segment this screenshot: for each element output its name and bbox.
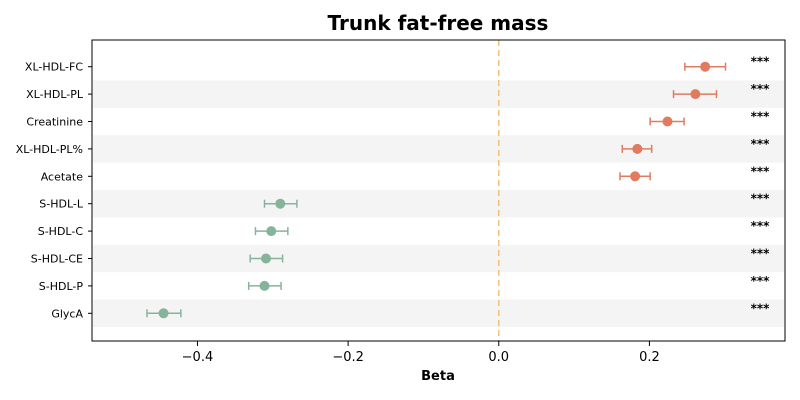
row-stripes bbox=[93, 80, 784, 327]
significance-label: *** bbox=[751, 192, 771, 206]
significance-label: *** bbox=[751, 110, 771, 124]
significance-label: *** bbox=[751, 219, 771, 233]
row-stripe bbox=[93, 80, 784, 108]
estimate-point bbox=[259, 280, 270, 291]
row-stripe bbox=[93, 299, 784, 327]
row-stripe bbox=[93, 190, 784, 218]
x-tick-label: 0.2 bbox=[639, 350, 660, 365]
row-stripe bbox=[93, 244, 784, 273]
y-tick-label: Acetate bbox=[41, 170, 84, 183]
y-tick-label: S-HDL-C bbox=[38, 225, 84, 238]
data-points bbox=[158, 61, 711, 319]
estimate-point bbox=[662, 116, 673, 127]
x-tick-label: −0.4 bbox=[182, 350, 214, 365]
y-tick-labels: XL-HDL-FC XL-HDL-PL Creatinine XL-HDL-PL% Ac… bbox=[16, 61, 92, 320]
significance-label: *** bbox=[751, 82, 771, 96]
estimate-point bbox=[158, 308, 169, 319]
y-tick-label: GlycA bbox=[51, 307, 83, 320]
estimate-point bbox=[275, 198, 286, 209]
estimate-point bbox=[690, 89, 701, 100]
significance-label: *** bbox=[751, 55, 771, 69]
estimate-point bbox=[630, 171, 641, 182]
estimate-point bbox=[266, 226, 277, 237]
y-tick-label: S-HDL-P bbox=[39, 280, 84, 293]
y-tick-label: XL-HDL-PL% bbox=[16, 143, 83, 156]
x-axis-label: Beta bbox=[421, 369, 455, 384]
estimate-point bbox=[261, 253, 272, 264]
plot-frame bbox=[91, 39, 786, 342]
significance-label: *** bbox=[751, 274, 771, 288]
significance-labels: *** *** *** *** *** *** *** *** *** *** bbox=[751, 55, 771, 316]
y-tick-label: S-HDL-CE bbox=[31, 253, 83, 266]
row-stripe bbox=[93, 135, 784, 163]
x-tick-label: −0.2 bbox=[332, 350, 364, 365]
y-tick-label: S-HDL-L bbox=[39, 198, 84, 211]
y-tick-label: XL-HDL-PL bbox=[26, 88, 84, 101]
significance-label: *** bbox=[751, 301, 771, 315]
significance-label: *** bbox=[751, 247, 771, 261]
chart-title: Trunk fat-free mass bbox=[328, 11, 549, 35]
significance-label: *** bbox=[751, 137, 771, 151]
x-ticks: −0.4 −0.2 0.0 0.2 bbox=[182, 341, 660, 365]
significance-label: *** bbox=[751, 164, 771, 178]
estimate-point bbox=[632, 143, 643, 154]
x-tick-label: 0.0 bbox=[488, 350, 509, 365]
estimate-point bbox=[700, 61, 711, 72]
y-tick-label: XL-HDL-FC bbox=[25, 61, 83, 74]
y-tick-label: Creatinine bbox=[26, 116, 83, 129]
